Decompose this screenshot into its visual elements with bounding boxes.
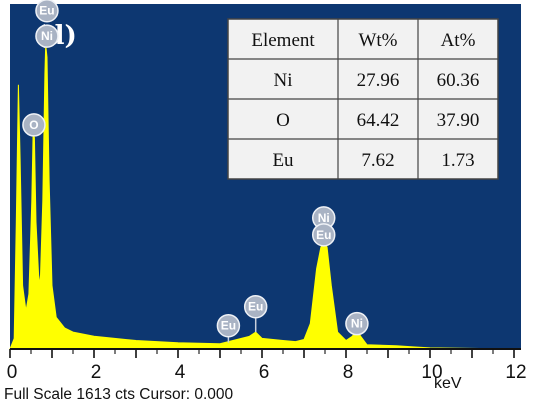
- peak-label-badge: [35, 24, 59, 48]
- composition-table: Element Wt% At% Ni 27.96 60.36 O 64.42 37.90 Eu 7.…: [227, 18, 499, 180]
- table-cell: 7.62: [361, 150, 394, 171]
- x-tick-label: 10: [421, 362, 442, 383]
- x-tick-label: 8: [343, 362, 354, 383]
- peak-label-layer: Eu Ni O Ni Eu Eu Eu Ni: [22, 0, 369, 343]
- table-cell: 64.42: [357, 110, 400, 131]
- spectrum-layer: [9, 44, 515, 350]
- peak-label-badge: [22, 113, 46, 137]
- peak-label: Eu: [216, 313, 241, 343]
- peak-label: Eu: [311, 223, 336, 247]
- table-cell: O: [276, 110, 290, 131]
- spectrum-series: [9, 44, 515, 350]
- x-tick-label: 2: [91, 362, 102, 383]
- x-axis-ticks: 0 2 4 6 8 10 12: [7, 349, 527, 383]
- table-cell: 37.90: [437, 110, 480, 131]
- table-cell: 27.96: [357, 70, 400, 91]
- peak-label: Eu: [35, 0, 59, 23]
- x-tick-label: 4: [175, 362, 186, 383]
- peak-label-text: Ni: [41, 29, 53, 43]
- peak-label: O: [22, 113, 46, 137]
- table-cell: 1.73: [441, 150, 474, 171]
- peak-label-text: Eu: [39, 4, 54, 18]
- peak-label-text: O: [29, 118, 38, 132]
- peak-label-badge: [243, 294, 268, 319]
- x-axis-unit-label: keV: [434, 375, 462, 392]
- peak-label: Eu: [243, 294, 268, 333]
- table-header-cell: Wt%: [358, 30, 397, 51]
- x-tick-label: 12: [505, 362, 526, 383]
- table-cell: 60.36: [437, 70, 480, 91]
- peak-label: Ni: [345, 311, 369, 336]
- table-header-cell: At%: [441, 30, 476, 51]
- peak-label-badge: [345, 311, 369, 336]
- peak-label-text: Ni: [318, 211, 330, 225]
- peak-label: Ni: [35, 24, 59, 48]
- peak-label-badge: [311, 223, 336, 247]
- x-tick-label: 0: [7, 362, 18, 383]
- x-tick-label: 6: [259, 362, 270, 383]
- peak-label-badge: [35, 0, 59, 23]
- table-header-cell: Element: [251, 30, 315, 51]
- peak-label-text: Eu: [316, 228, 331, 242]
- table-cell: Ni: [274, 70, 293, 91]
- table-cell: Eu: [272, 150, 294, 171]
- footer-status-text: Full Scale 1613 cts Cursor: 0.000: [4, 386, 234, 403]
- peak-label-badge: [216, 313, 241, 338]
- peak-label-text: Ni: [351, 317, 363, 331]
- peak-label-text: Eu: [221, 319, 236, 333]
- peak-label-text: Eu: [248, 300, 263, 314]
